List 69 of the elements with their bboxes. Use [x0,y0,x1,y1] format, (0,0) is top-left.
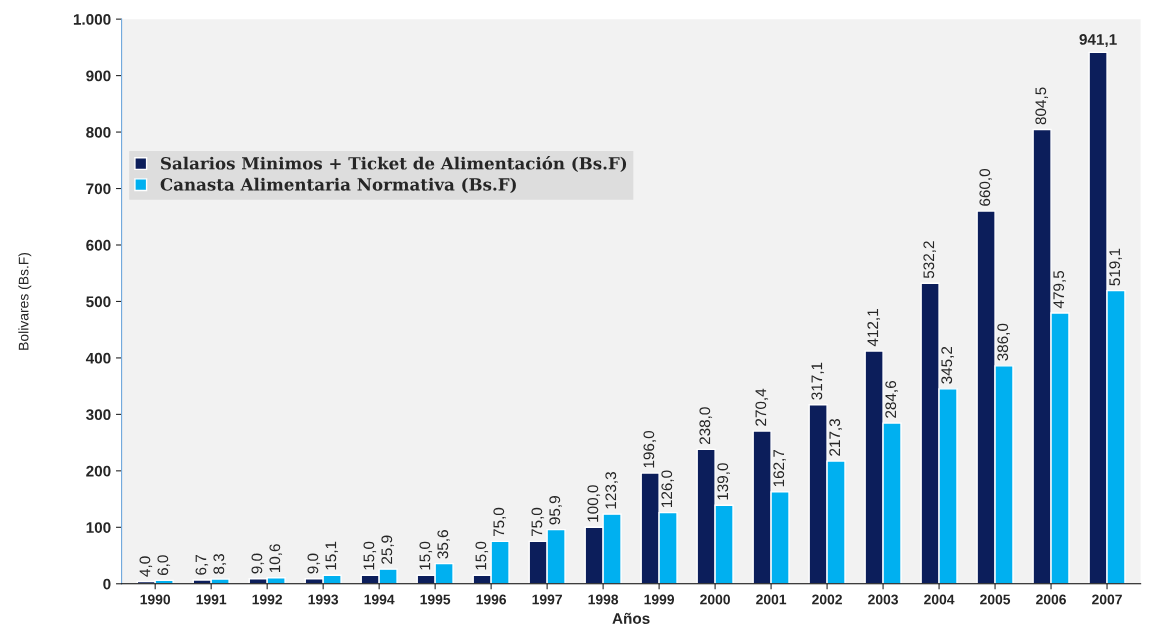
x-tick-label: 2006 [1036,594,1066,605]
x-tick-label: 1994 [364,594,395,605]
x-tick-label: 1991 [196,594,227,605]
x-tick-label: 2002 [812,594,842,605]
data-label: 386,0 [997,323,1010,361]
x-tick-label: 1998 [588,594,619,605]
data-label: 270,4 [755,388,769,426]
data-label: 126,0 [661,470,674,507]
data-label: 6,7 [195,555,209,575]
y-tick-label: 100 [86,522,111,533]
y-tick-label: 800 [86,126,111,138]
legend-label: Salarios Minimos + Ticket de Alimentación (Bs.F) [161,156,627,172]
data-label: 804,5 [1035,87,1048,125]
data-label: 15,0 [363,541,377,570]
data-label: 162,7 [773,449,786,487]
data-label: 15,1 [325,541,339,570]
data-label: 479,5 [1053,270,1066,309]
x-tick-label: 2004 [924,594,955,605]
data-label: 317,1 [811,362,825,400]
data-label: 217,3 [829,419,842,456]
x-tick-label: 1995 [420,594,451,605]
data-label: 412,1 [867,309,881,347]
y-tick-label: 900 [86,70,111,82]
y-axis-title: Bolivares (Bs.F) [18,252,32,350]
data-label: 100,0 [587,485,601,522]
x-tick-label: 1993 [308,594,339,605]
data-label: 95,9 [549,496,562,525]
data-label: 10,6 [269,544,283,573]
data-label: 196,0 [643,430,657,468]
data-label: 75,0 [531,507,545,537]
y-tick-label: 200 [86,465,111,477]
data-label: 238,0 [699,407,713,445]
data-label: 75,0 [493,507,506,537]
y-tick-label: 0 [103,578,111,590]
y-tick-label: 400 [85,352,111,364]
data-label: 4,0 [139,556,153,577]
data-label: 532,2 [923,241,937,279]
y-tick-label: 300 [86,409,111,421]
y-tick-label: 500 [86,296,111,308]
data-label: 519,1 [1109,248,1122,286]
x-tick-label: 2000 [700,594,730,605]
x-tick-label: 2003 [868,594,899,605]
legend-label: Canasta Alimentaria Normativa (Bs.F) [160,177,516,194]
data-label: 660,0 [979,168,992,206]
x-tick-label: 1990 [140,594,171,605]
y-tick-label: 1.000 [73,14,111,25]
x-tick-label: 1997 [532,594,562,605]
x-tick-label: 1996 [476,594,507,605]
data-label: 345,2 [941,346,954,384]
data-label: 284,6 [885,381,898,418]
y-tick-label: 600 [86,239,111,251]
data-label: 8,3 [213,554,227,574]
data-label: 35,6 [437,530,451,559]
data-label: 25,9 [381,535,395,564]
x-tick-label: 2001 [756,594,787,605]
x-tick-label: 2005 [980,594,1011,605]
data-label: 123,3 [605,472,618,509]
data-label: 9,0 [307,553,321,574]
x-axis-title: Años [612,612,650,624]
x-tick-label: 1999 [644,594,675,605]
x-tick-label: 2007 [1092,594,1122,605]
y-tick-label: 700 [86,183,111,195]
data-label: 139,0 [717,463,730,500]
data-label: 15,0 [475,541,489,570]
data-label: 9,0 [251,553,265,574]
data-label: 941,1 [1079,34,1117,48]
data-label: 15,0 [419,541,433,570]
x-tick-label: 1992 [252,594,283,605]
data-label: 6,0 [157,555,171,576]
